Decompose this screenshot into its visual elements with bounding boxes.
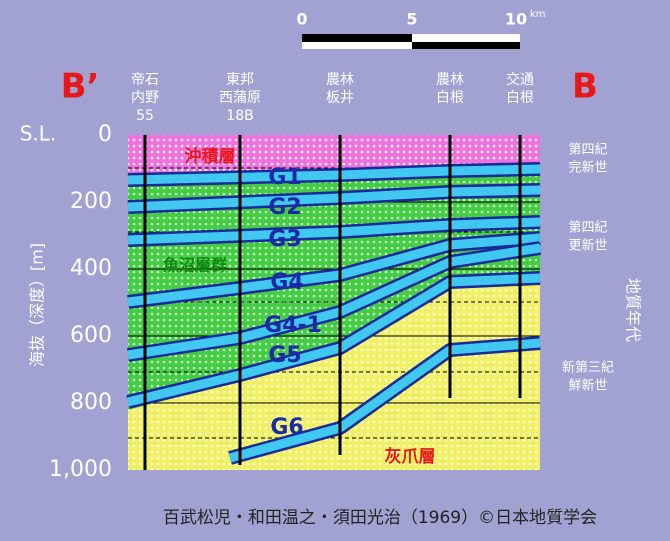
y-tick-label: 600 <box>70 323 112 348</box>
layer-label: 灰爪層 <box>385 446 436 467</box>
layer-label: G4 <box>270 270 303 295</box>
scale-label: 10 <box>505 10 527 29</box>
borehole-label: 55 <box>136 108 154 124</box>
scale-bar <box>302 34 412 42</box>
borehole-label: 板井 <box>326 90 354 106</box>
borehole-label: 白根 <box>436 90 464 106</box>
axis-title: 海抜（深度）[m] <box>28 243 47 367</box>
borehole-label: 白根 <box>506 90 534 106</box>
axis-top-label: S.L. <box>20 122 57 146</box>
scale-bar <box>302 42 412 49</box>
layer-label: G1 <box>268 165 301 190</box>
age-label: 第四紀 <box>568 221 607 236</box>
y-tick-label: 400 <box>70 256 112 281</box>
age-label: 鮮新世 <box>568 378 607 394</box>
age-label: 第四紀 <box>568 143 607 158</box>
y-tick-label: 200 <box>70 189 112 214</box>
band <box>127 217 541 245</box>
layer-label: G4-1 <box>264 313 322 338</box>
layer-label: G2 <box>268 195 301 220</box>
age-label: 完新世 <box>568 160 607 176</box>
layer-label: 魚沼層群 <box>163 256 227 275</box>
borehole-label: 農林 <box>326 72 354 88</box>
caption: 百武松児・和田温之・須田光治（1969）©日本地質学会 <box>163 508 597 528</box>
layer-label: G3 <box>268 227 301 252</box>
scale-label: 5 <box>406 10 417 29</box>
age-label: 更新世 <box>568 238 607 254</box>
layer-label: G6 <box>270 415 303 440</box>
borehole-label: 内野 <box>131 90 159 106</box>
borehole-label: 農林 <box>436 72 464 88</box>
age-title: 地質年代 <box>624 278 643 342</box>
band <box>127 185 541 212</box>
borehole-label: 帝石 <box>131 72 159 88</box>
layer-label: 沖積層 <box>185 146 236 167</box>
layer-label: G5 <box>268 343 301 368</box>
scale-bar <box>412 34 520 42</box>
y-tick-label: 1,000 <box>49 457 112 482</box>
scale-unit: km <box>530 9 546 20</box>
scale-label: 0 <box>296 10 307 29</box>
age-label: 新第三紀 <box>562 360 614 376</box>
borehole-label: 交通 <box>506 71 534 88</box>
section-label: B’ <box>61 67 100 107</box>
y-tick-label: 800 <box>70 390 112 415</box>
borehole-label: 西蒲原 <box>219 90 261 106</box>
scale-bar <box>412 42 520 49</box>
y-tick-label: 0 <box>98 122 112 147</box>
haizume-formation <box>128 283 540 470</box>
borehole-label: 18B <box>226 108 253 124</box>
band <box>127 164 541 185</box>
borehole-label: 東邦 <box>226 72 254 88</box>
band <box>228 338 541 463</box>
section-label: B <box>572 67 598 107</box>
